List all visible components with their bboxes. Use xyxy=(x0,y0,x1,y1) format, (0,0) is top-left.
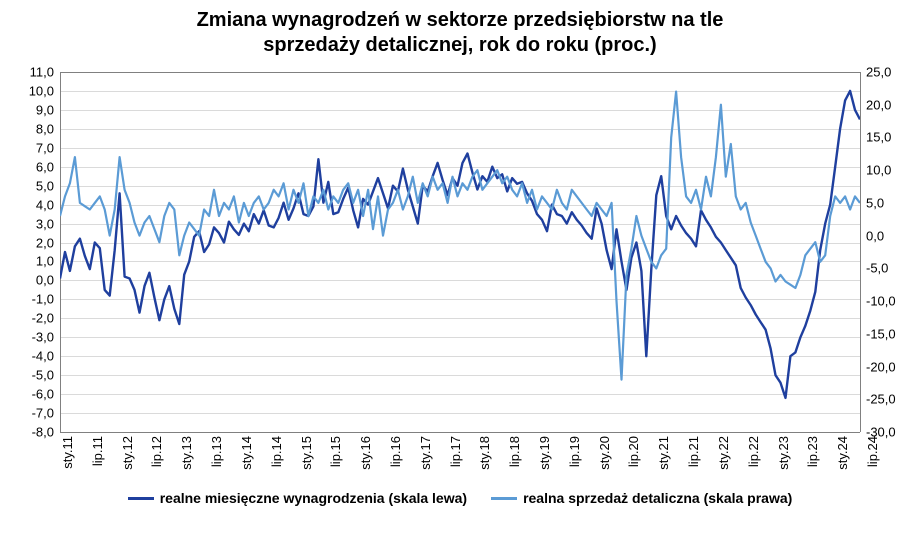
legend: realne miesięczne wynagrodzenia (skala l… xyxy=(0,490,920,506)
legend-label: realna sprzedaż detaliczna (skala prawa) xyxy=(523,490,792,506)
chart-container: Zmiana wynagrodzeń w sektorze przedsiębi… xyxy=(0,0,920,533)
x-tick: lip.11 xyxy=(90,436,105,466)
x-tick: lip.19 xyxy=(567,436,582,467)
y-right-tick: 25,0 xyxy=(866,65,916,80)
x-tick: sty.24 xyxy=(835,436,850,470)
x-tick: lip.15 xyxy=(328,436,343,467)
x-tick: sty.23 xyxy=(776,436,791,470)
x-tick: sty.13 xyxy=(179,436,194,470)
x-tick: sty.17 xyxy=(418,436,433,470)
y-left-tick: 10,0 xyxy=(14,83,54,98)
y-left-tick: 9,0 xyxy=(14,102,54,117)
x-tick: lip.12 xyxy=(149,436,164,467)
y-right-tick: 5,0 xyxy=(866,195,916,210)
legend-item: realne miesięczne wynagrodzenia (skala l… xyxy=(128,490,467,506)
y-left-tick: -1,0 xyxy=(14,292,54,307)
y-right-tick: 0,0 xyxy=(866,228,916,243)
plot-area: -8,0-7,0-6,0-5,0-4,0-3,0-2,0-1,00,01,02,… xyxy=(60,72,860,432)
y-right-tick: -5,0 xyxy=(866,261,916,276)
x-tick: sty.16 xyxy=(358,436,373,470)
y-left-tick: -5,0 xyxy=(14,368,54,383)
y-left-tick: -6,0 xyxy=(14,387,54,402)
y-left-tick: 4,0 xyxy=(14,197,54,212)
x-tick: sty.12 xyxy=(120,436,135,470)
x-tick: sty.18 xyxy=(477,436,492,470)
chart-title: Zmiana wynagrodzeń w sektorze przedsiębi… xyxy=(0,0,920,58)
x-tick: lip.21 xyxy=(686,436,701,467)
x-tick: lip.20 xyxy=(626,436,641,467)
x-tick: lip.13 xyxy=(209,436,224,467)
y-left-tick: -8,0 xyxy=(14,425,54,440)
y-left-tick: 7,0 xyxy=(14,140,54,155)
y-left-tick: 6,0 xyxy=(14,159,54,174)
y-right-tick: 15,0 xyxy=(866,130,916,145)
y-left-tick: 2,0 xyxy=(14,235,54,250)
x-tick: sty.15 xyxy=(299,436,314,470)
y-left-tick: -4,0 xyxy=(14,349,54,364)
x-tick: lip.18 xyxy=(507,436,522,467)
legend-label: realne miesięczne wynagrodzenia (skala l… xyxy=(160,490,467,506)
x-tick: sty.22 xyxy=(716,436,731,470)
x-tick: sty.11 xyxy=(60,436,75,469)
x-tick: lip.17 xyxy=(448,436,463,467)
series-line xyxy=(60,92,860,380)
legend-swatch xyxy=(491,497,517,500)
x-tick: lip.24 xyxy=(865,436,880,467)
y-left-tick: 11,0 xyxy=(14,65,54,80)
y-right-tick: -25,0 xyxy=(866,392,916,407)
axis-line xyxy=(60,432,860,433)
x-tick: sty.14 xyxy=(239,436,254,470)
legend-item: realna sprzedaż detaliczna (skala prawa) xyxy=(491,490,792,506)
x-tick: lip.16 xyxy=(388,436,403,467)
y-left-tick: -2,0 xyxy=(14,311,54,326)
y-left-tick: -3,0 xyxy=(14,330,54,345)
series-line xyxy=(60,91,860,398)
x-tick: lip.22 xyxy=(746,436,761,467)
axis-line xyxy=(860,72,861,432)
title-line-1: Zmiana wynagrodzeń w sektorze przedsiębi… xyxy=(197,9,724,31)
y-left-tick: 3,0 xyxy=(14,216,54,231)
legend-swatch xyxy=(128,497,154,500)
x-tick: lip.23 xyxy=(805,436,820,467)
y-left-tick: 5,0 xyxy=(14,178,54,193)
y-right-tick: -20,0 xyxy=(866,359,916,374)
y-right-tick: 20,0 xyxy=(866,97,916,112)
chart-svg xyxy=(60,72,860,432)
x-tick: sty.19 xyxy=(537,436,552,470)
y-right-tick: -15,0 xyxy=(866,326,916,341)
x-tick: lip.14 xyxy=(269,436,284,467)
y-left-tick: 0,0 xyxy=(14,273,54,288)
y-right-tick: -10,0 xyxy=(866,294,916,309)
title-line-2: sprzedaży detalicznej, rok do roku (proc… xyxy=(263,34,656,56)
x-tick: sty.21 xyxy=(656,436,671,470)
y-right-tick: 10,0 xyxy=(866,163,916,178)
y-left-tick: 8,0 xyxy=(14,121,54,136)
x-tick: sty.20 xyxy=(597,436,612,470)
y-left-tick: 1,0 xyxy=(14,254,54,269)
y-left-tick: -7,0 xyxy=(14,406,54,421)
